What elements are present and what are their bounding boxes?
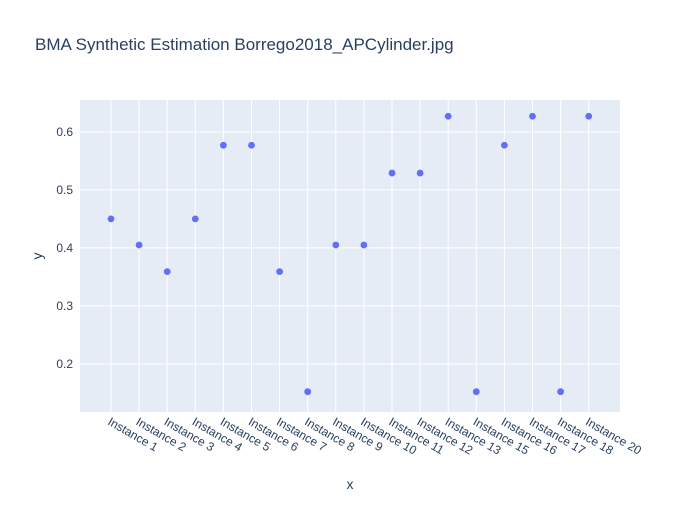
data-point[interactable]: [557, 388, 564, 396]
data-point[interactable]: [191, 215, 199, 223]
data-point[interactable]: [276, 268, 283, 276]
x-axis-label: x: [347, 476, 354, 492]
y-axis-ticks: 0.2 0.3 0.4 0.5 0.6: [56, 125, 73, 371]
data-point[interactable]: [248, 141, 255, 149]
data-point[interactable]: [529, 112, 536, 120]
data-point[interactable]: [501, 141, 508, 149]
y-tick-label: 0.2: [56, 357, 73, 371]
y-tick-label: 0.6: [56, 125, 73, 139]
data-point[interactable]: [220, 141, 227, 149]
data-point[interactable]: [472, 388, 480, 396]
y-tick-label: 0.4: [56, 241, 73, 255]
y-axis-label: y: [29, 253, 45, 260]
data-point[interactable]: [388, 169, 396, 177]
data-point[interactable]: [163, 268, 171, 276]
plot-area: [80, 100, 620, 412]
data-point[interactable]: [444, 112, 452, 120]
data-point[interactable]: [107, 215, 115, 223]
data-point[interactable]: [585, 112, 593, 120]
data-point[interactable]: [135, 241, 143, 249]
chart-title: BMA Synthetic Estimation Borrego2018_APC…: [35, 35, 454, 54]
y-gridlines: [80, 100, 620, 412]
data-point[interactable]: [304, 388, 312, 396]
data-points: [107, 112, 593, 396]
data-point[interactable]: [332, 241, 340, 249]
data-point[interactable]: [360, 241, 368, 249]
y-tick-label: 0.5: [56, 183, 73, 197]
data-point[interactable]: [416, 169, 424, 177]
y-tick-label: 0.3: [56, 299, 73, 313]
